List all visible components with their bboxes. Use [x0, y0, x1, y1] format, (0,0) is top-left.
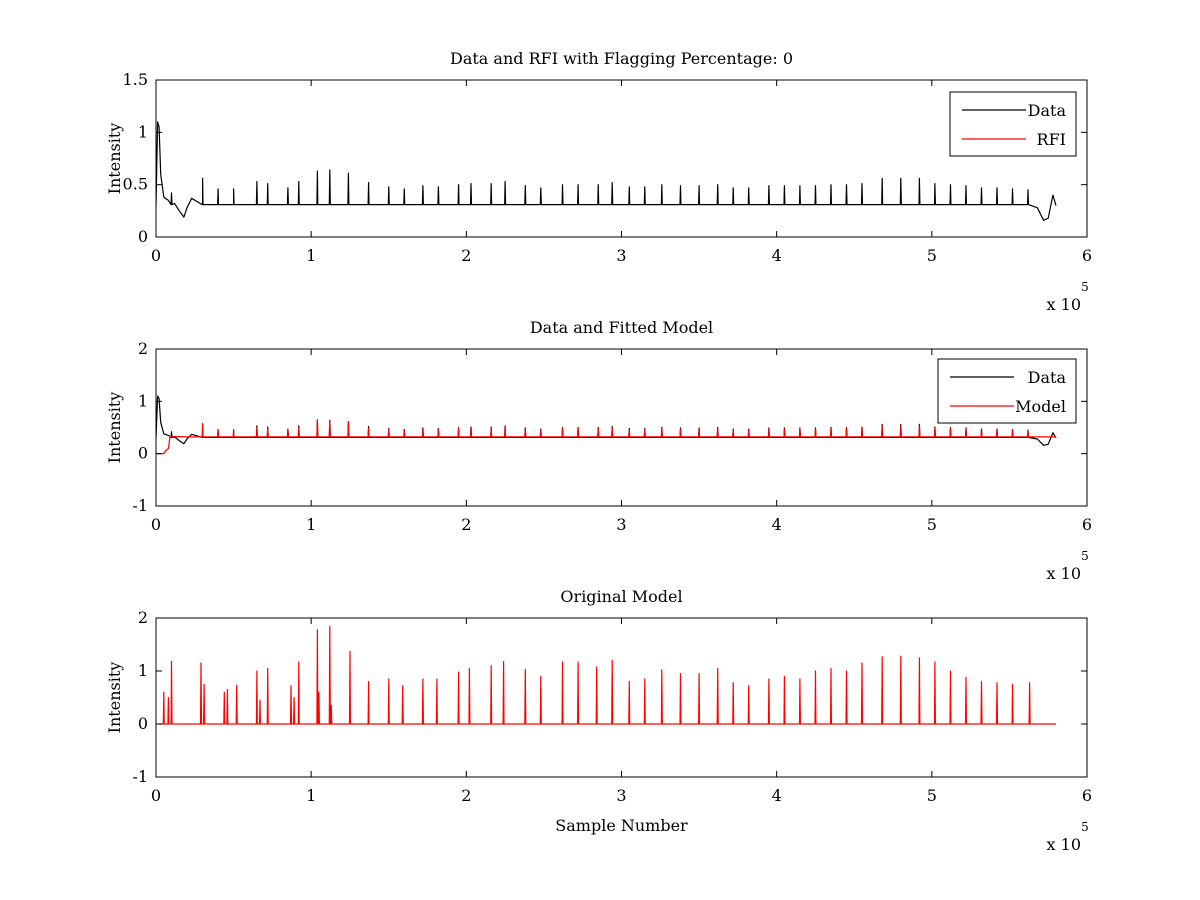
x-tick-label: 5	[927, 515, 937, 534]
y-tick-label: 0	[138, 444, 148, 463]
y-tick-label: 2	[138, 608, 148, 627]
y-axis-label: Intensity	[105, 392, 124, 464]
y-axis-label: Intensity	[105, 123, 124, 195]
x-tick-label: 1	[306, 786, 316, 805]
x-tick-label: 2	[461, 515, 471, 534]
series-line-model	[156, 419, 1056, 455]
x-tick-label: 0	[151, 515, 161, 534]
legend-box	[937, 358, 1077, 424]
series-line-data	[156, 395, 1057, 446]
x-tick-label: 3	[616, 786, 626, 805]
y-tick-label: 1	[138, 661, 148, 680]
x-tick-label: 6	[1082, 246, 1092, 265]
y-tick-label: 0	[138, 714, 148, 733]
y-tick-label: 1	[138, 391, 148, 410]
plot-area	[156, 395, 1057, 455]
plot-area	[159, 625, 1056, 725]
axes-box	[155, 79, 1088, 238]
y-tick-label: -1	[132, 767, 148, 786]
series-line-model	[159, 625, 1056, 725]
y-tick-label: 2	[138, 339, 148, 358]
x-multiplier-exponent: 5	[1081, 820, 1089, 834]
y-tick-label: -1	[132, 496, 148, 515]
chart-title: Data and Fitted Model	[530, 318, 713, 337]
y-tick-label: 1.5	[123, 70, 148, 89]
chart-title: Data and RFI with Flagging Percentage: 0	[450, 49, 793, 68]
chart-title: Original Model	[560, 587, 682, 606]
x-axis-label: Sample Number	[555, 816, 688, 835]
y-axis-label: Intensity	[105, 662, 124, 734]
y-tick-label: 1	[138, 122, 148, 141]
x-tick-label: 4	[772, 515, 782, 534]
x-tick-label: 6	[1082, 786, 1092, 805]
legend-label-model: Model	[1015, 397, 1066, 416]
x-tick-label: 4	[772, 786, 782, 805]
x-tick-label: 3	[616, 515, 626, 534]
x-tick-label: 3	[616, 246, 626, 265]
legend-label-rfi: RFI	[1037, 130, 1066, 149]
axes-box	[155, 617, 1088, 778]
y-tick-label: 0.5	[123, 175, 148, 194]
x-tick-label: 2	[461, 786, 471, 805]
series-line-data	[156, 121, 1057, 221]
x-multiplier-base: x 10	[1047, 295, 1081, 314]
legend: Data RFI	[949, 91, 1077, 157]
x-tick-label: 4	[772, 246, 782, 265]
x-tick-label: 5	[927, 246, 937, 265]
x-tick-label: 6	[1082, 515, 1092, 534]
y-tick-label: 0	[138, 227, 148, 246]
x-multiplier-exponent: 5	[1081, 280, 1089, 294]
x-tick-label: 5	[927, 786, 937, 805]
x-multiplier-exponent: 5	[1081, 549, 1089, 563]
x-tick-label: 0	[151, 786, 161, 805]
x-tick-label: 0	[151, 246, 161, 265]
legend-label-data: Data	[1028, 368, 1067, 387]
plot-area	[156, 121, 1057, 221]
x-tick-label: 1	[306, 246, 316, 265]
x-multiplier-base: x 10	[1047, 564, 1081, 583]
x-multiplier-base: x 10	[1047, 835, 1081, 854]
legend-box	[949, 91, 1077, 157]
x-tick-label: 2	[461, 246, 471, 265]
x-tick-label: 1	[306, 515, 316, 534]
legend-label-data: Data	[1028, 101, 1067, 120]
legend: Data Model	[937, 358, 1077, 424]
